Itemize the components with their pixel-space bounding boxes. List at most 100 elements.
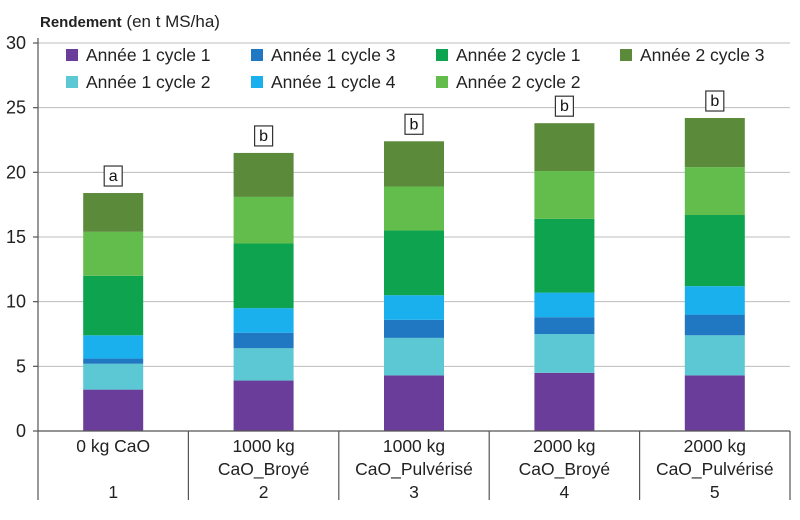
bar-segment xyxy=(384,230,444,296)
legend-label: Année 1 cycle 4 xyxy=(271,72,396,92)
significance-letter: b xyxy=(710,93,719,110)
significance-letter: a xyxy=(109,168,118,185)
category-label: 0 kg CaO xyxy=(76,436,150,456)
y-tick-label: 10 xyxy=(6,292,26,312)
legend-swatch xyxy=(620,49,632,61)
category-label: 2000 kg xyxy=(684,436,746,456)
legend-item: Année 2 cycle 2 xyxy=(436,72,581,92)
significance-letter: b xyxy=(560,98,569,115)
bar-segment xyxy=(534,218,595,293)
category-label: CaO_Broyé xyxy=(519,459,610,480)
category-label: 1000 kg xyxy=(383,436,445,456)
significance-box xyxy=(404,113,424,135)
bar-segment xyxy=(534,334,595,373)
legend-label: Année 1 cycle 2 xyxy=(86,72,211,92)
bar-segment xyxy=(684,314,745,336)
bars xyxy=(83,118,745,431)
legend-item: Année 2 cycle 1 xyxy=(436,45,581,65)
bar-segment xyxy=(534,123,595,172)
significance-label: a xyxy=(103,165,123,187)
category-label: 1 xyxy=(108,482,118,502)
significance-box xyxy=(554,95,575,117)
bar-segment xyxy=(384,141,444,187)
legend-swatch xyxy=(251,49,263,61)
y-axis-title: Rendement (en t MS/ha) xyxy=(40,12,220,31)
bar-segment xyxy=(233,348,294,381)
significance-box xyxy=(705,90,725,112)
bar-segment xyxy=(684,215,745,287)
bar-segment xyxy=(534,317,595,334)
bar-segment xyxy=(684,118,745,168)
legend-swatch xyxy=(436,76,448,88)
bar-segment xyxy=(684,375,745,431)
significance-label: b xyxy=(705,90,725,112)
bar-segment xyxy=(83,231,144,276)
bar-segment xyxy=(233,196,294,244)
legend-item: Année 1 cycle 2 xyxy=(66,72,211,92)
bar-segment xyxy=(83,275,144,336)
bar-segment xyxy=(83,335,144,359)
bar-segment xyxy=(83,193,144,232)
legend-swatch xyxy=(436,49,448,61)
bar-segment xyxy=(233,243,294,309)
legend-label: Année 2 cycle 3 xyxy=(640,45,765,65)
y-tick-labels: 0 5 10 15 20 25 30 xyxy=(6,33,26,441)
bar-segment xyxy=(384,319,444,338)
significance-label: b xyxy=(554,95,575,117)
bar-segment xyxy=(534,171,595,219)
y-tick-label: 30 xyxy=(6,33,26,53)
legend-swatch xyxy=(66,76,78,88)
bar-segment xyxy=(233,308,294,333)
legend: Année 1 cycle 1 Année 1 cycle 2 Année 1 cy… xyxy=(66,45,765,92)
legend-label: Année 2 cycle 1 xyxy=(456,45,581,65)
category-label: 1000 kg xyxy=(232,436,294,456)
bar-segment xyxy=(534,292,595,318)
significance-box xyxy=(254,125,274,147)
bar-segment xyxy=(83,363,144,390)
legend-item: Année 1 cycle 3 xyxy=(251,45,396,65)
legend-item: Année 1 cycle 1 xyxy=(66,45,211,65)
legend-label: Année 1 cycle 3 xyxy=(271,45,396,65)
bar-segment xyxy=(233,380,294,431)
category-label: 2 xyxy=(259,482,269,502)
category-label: CaO_Pulvérisé xyxy=(355,459,473,480)
category-label: 2000 kg xyxy=(533,436,595,456)
bar-segment xyxy=(384,337,444,376)
significance-labels: a b b b b xyxy=(103,90,725,187)
bar-segment xyxy=(83,358,144,364)
bar-segment xyxy=(384,186,444,231)
legend-swatch xyxy=(66,49,78,61)
y-tick-label: 20 xyxy=(6,162,26,182)
bar-segment xyxy=(684,286,745,315)
legend-swatch xyxy=(251,76,263,88)
y-tick-label: 25 xyxy=(6,98,26,118)
bar-segment xyxy=(384,375,444,431)
category-labels: 0 kg CaO 1 1000 kg CaO_Broyé 2 1000 kg CaO_Pul… xyxy=(76,436,773,502)
significance-letter: b xyxy=(410,116,419,133)
category-label: CaO_Pulvérisé xyxy=(656,459,774,480)
y-tick-label: 5 xyxy=(16,356,26,376)
category-label: 5 xyxy=(710,482,720,502)
bar-segment xyxy=(83,389,144,431)
legend-label: Année 1 cycle 1 xyxy=(86,45,211,65)
legend-item: Année 2 cycle 3 xyxy=(620,45,765,65)
legend-label: Année 2 cycle 2 xyxy=(456,72,581,92)
significance-label: b xyxy=(404,113,424,135)
y-tick-label: 0 xyxy=(16,421,26,441)
bar-segment xyxy=(233,152,294,197)
significance-letter: b xyxy=(259,128,268,145)
axes xyxy=(33,38,791,500)
category-label: 3 xyxy=(409,482,419,502)
significance-box xyxy=(103,165,123,187)
significance-label: b xyxy=(254,125,274,147)
bar-segment xyxy=(534,372,595,431)
bar-segment xyxy=(233,332,294,349)
category-label: 4 xyxy=(560,482,570,502)
bar-segment xyxy=(684,167,745,216)
bar-segment xyxy=(684,335,745,376)
legend-item: Année 1 cycle 4 xyxy=(251,72,396,92)
y-axis-title-bold: Rendement xyxy=(40,14,122,31)
y-tick-label: 15 xyxy=(6,227,26,247)
